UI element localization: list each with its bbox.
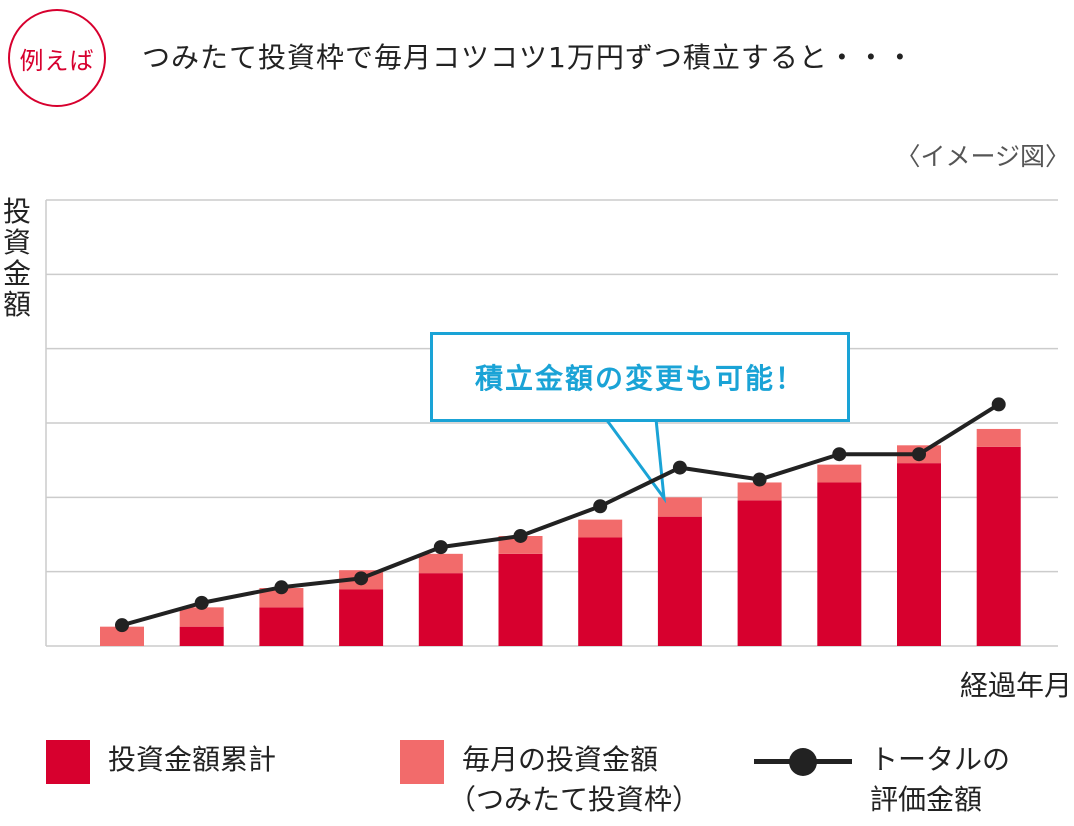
legend-label-cumulative: 投資金額累計 — [108, 743, 277, 776]
legend-swatch-cumulative — [46, 740, 90, 784]
bar-cumulative — [897, 463, 941, 646]
y-axis-label: 投資金額 — [2, 195, 31, 321]
bar-monthly — [657, 497, 702, 517]
bar-monthly — [737, 482, 782, 501]
line-point — [912, 447, 926, 462]
legend-label-monthly-line1: 毎月の投資金額 — [462, 743, 659, 776]
line-point — [832, 447, 847, 462]
bar-monthly — [817, 464, 862, 483]
line-point — [274, 580, 289, 595]
bar-cumulative — [259, 607, 304, 646]
bar-cumulative — [976, 446, 1021, 646]
line-point — [115, 618, 129, 633]
x-axis-label: 経過年月 — [959, 669, 1072, 702]
line-point — [354, 571, 369, 586]
bar-cumulative — [817, 482, 862, 646]
legend-label-total: トータルの 評価金額 — [870, 740, 1010, 820]
callout-pointer — [603, 417, 667, 504]
page-title: つみたて投資枠で毎月コツコツ1万円ずつ積立すると・・・ — [142, 41, 915, 74]
bar-cumulative — [578, 537, 623, 646]
line-point — [194, 595, 209, 610]
series-line-total — [121, 402, 1000, 628]
bar-monthly — [976, 428, 1021, 447]
bar-cumulative — [498, 553, 543, 646]
legend-cumulative: 投資金額累計 — [46, 740, 276, 784]
legend-monthly: 毎月の投資金額 （つみたて投資枠） — [400, 740, 700, 820]
bar-monthly — [259, 588, 304, 608]
line-point — [672, 460, 687, 475]
bar-cumulative — [339, 589, 384, 646]
bar-cumulative — [657, 516, 702, 646]
example-badge-text: 例えば — [19, 46, 95, 75]
line-point — [752, 472, 767, 487]
bar-monthly — [179, 607, 224, 627]
line-point — [593, 499, 608, 514]
legend-label-total-line2: 評価金額 — [870, 783, 983, 816]
bar-cumulative — [737, 500, 782, 646]
bar-cumulative — [179, 626, 224, 646]
legend-total: トータルの 評価金額 — [754, 740, 1010, 820]
legend-line-total — [754, 740, 852, 784]
callout-box: 積立金額の変更も可能！ — [430, 332, 850, 422]
legend-swatch-monthly — [400, 740, 444, 784]
legend-label-total-line1: トータルの — [870, 743, 1011, 776]
legend-label-monthly-line2: （つみたて投資枠） — [448, 783, 701, 816]
bar-cumulative — [418, 573, 463, 646]
example-badge: 例えば — [8, 9, 106, 107]
legend-label-monthly: 毎月の投資金額 （つみたて投資枠） — [448, 740, 700, 820]
bar-monthly — [100, 626, 144, 646]
line-point — [433, 540, 448, 555]
bar-monthly — [578, 519, 623, 538]
callout-text: 積立金額の変更も可能！ — [474, 362, 805, 395]
image-note: 〈イメージ図〉 — [895, 142, 1070, 171]
bar-monthly — [418, 553, 463, 574]
line-point — [513, 528, 528, 543]
bar-monthly — [498, 535, 543, 554]
line-point — [991, 397, 1006, 412]
